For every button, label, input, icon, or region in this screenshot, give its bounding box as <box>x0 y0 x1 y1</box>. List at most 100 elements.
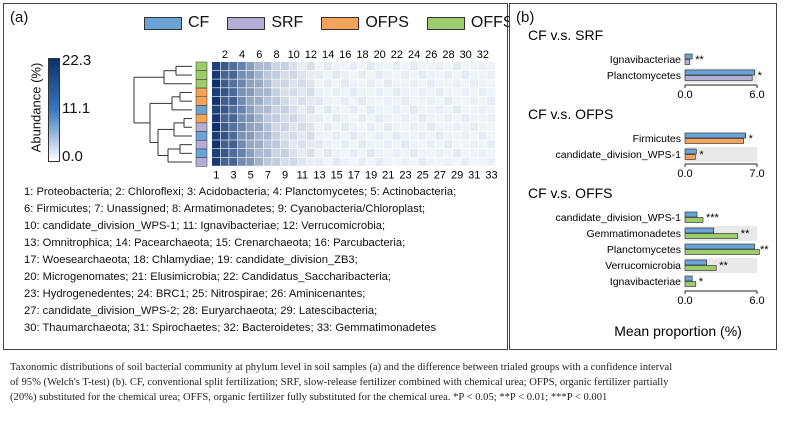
heatmap-cell <box>229 131 238 140</box>
heatmap-cell <box>366 105 375 114</box>
comparison-2: CF v.s. OFPS Firmicutes * candidate_divisio… <box>528 106 765 180</box>
heatmap-cell <box>358 70 367 79</box>
legend-label-offs: OFFS <box>470 14 514 31</box>
bar-offs <box>684 217 704 223</box>
heatmap-cell <box>427 70 435 79</box>
heatmap-cell <box>452 157 461 166</box>
bar-srf <box>684 75 753 81</box>
phyla-key-line: 23: Hydrogenedentes; 24: BRC1; 25: Nitro… <box>24 288 366 300</box>
bar-ofps <box>684 154 696 160</box>
heatmap-cell <box>332 114 341 123</box>
heatmap-cell <box>478 70 487 79</box>
heatmap-top-tick: 2 <box>222 49 228 61</box>
heatmap-cell <box>427 157 435 166</box>
heatmap-cell <box>375 140 384 149</box>
heatmap-cell <box>358 96 367 105</box>
heatmap-cell <box>306 70 315 79</box>
heatmap-cell <box>272 79 281 88</box>
heatmap-cell <box>212 62 220 71</box>
heatmap-cell <box>392 62 401 71</box>
x-tick-label: 6.0 <box>749 89 764 101</box>
heatmap-cell <box>384 131 392 140</box>
heatmap-cell <box>375 70 384 79</box>
heatmap-top-tick: 20 <box>374 49 386 61</box>
heatmap-cell <box>418 131 427 140</box>
heatmap-cell <box>375 88 384 97</box>
heatmap-cell <box>229 149 238 158</box>
heatmap-cell <box>323 114 332 123</box>
heatmap-cell <box>452 122 461 131</box>
heatmap-cell <box>427 105 435 114</box>
heatmap-cell <box>487 96 496 105</box>
heatmap-cell <box>392 70 401 79</box>
heatmap-cell <box>461 96 470 105</box>
legend-swatch-srf <box>227 16 266 30</box>
heatmap-cell <box>332 62 341 71</box>
heatmap-cell <box>384 122 392 131</box>
significance-mark: * <box>699 149 704 161</box>
heatmap-cell <box>289 96 298 105</box>
heatmap-top-tick: 24 <box>408 49 420 61</box>
heatmap-cell <box>487 131 496 140</box>
heatmap-cell <box>366 70 375 79</box>
heatmap-cell <box>358 114 367 123</box>
heatmap-cell <box>246 131 255 140</box>
comparison-1: CF v.s. SRF Ignavibacteriae ** Planctomycet… <box>528 27 765 101</box>
heatmap-cell <box>246 122 255 131</box>
heatmap-cell <box>444 96 453 105</box>
heatmap-cell <box>255 131 263 140</box>
heatmap-cell <box>366 62 375 71</box>
heatmap-cell <box>289 114 298 123</box>
heatmap-cell <box>315 70 324 79</box>
heatmap-cell <box>323 88 332 97</box>
heatmap-cell <box>435 88 444 97</box>
heatmap-cell <box>212 157 220 166</box>
heatmap-bottom-tick: 13 <box>313 169 325 181</box>
row-band <box>685 274 757 289</box>
phyla-key-line: 10: candidate_division_WPS-1; 11: Ignavi… <box>24 220 386 232</box>
bar-cf <box>684 148 697 155</box>
heatmap-cell <box>246 114 255 123</box>
heatmap-cell <box>452 62 461 71</box>
legend-swatch-ofps <box>321 16 360 30</box>
heatmap-cell <box>470 114 478 123</box>
category-label: candidate_division_WPS-1 <box>556 212 682 224</box>
heatmap-cell <box>401 140 410 149</box>
heatmap-cell <box>323 70 332 79</box>
heatmap-top-tick: 22 <box>391 49 403 61</box>
heatmap-cell <box>255 62 263 71</box>
category-label: Ignavibacteriae <box>610 54 681 66</box>
heatmap-cell <box>409 62 418 71</box>
heatmap-cell <box>263 122 272 131</box>
category-label: Gemmatimonadetes <box>586 228 681 240</box>
heatmap-cell <box>478 140 487 149</box>
heatmap-cell <box>487 79 496 88</box>
heatmap-top-tick: 14 <box>322 49 334 61</box>
heatmap-cell <box>401 114 410 123</box>
heatmap-cell <box>298 70 306 79</box>
heatmap-cell <box>289 131 298 140</box>
heatmap-cell <box>366 122 375 131</box>
group-strip-cell <box>195 79 208 89</box>
heatmap-cell <box>220 122 229 131</box>
row-band <box>685 147 757 162</box>
heatmap-cell <box>470 149 478 158</box>
phyla-key-line: 27: candidate_division_WPS-2; 28: Euryar… <box>24 305 378 317</box>
caption-line: (20%) substituted for the chemical urea;… <box>10 392 608 403</box>
heatmap-cell <box>341 88 349 97</box>
heatmap-cell <box>220 105 229 114</box>
heatmap-cell <box>435 96 444 105</box>
heatmap-cell <box>461 88 470 97</box>
heatmap-cell <box>461 157 470 166</box>
heatmap-cell <box>263 105 272 114</box>
heatmap-cell <box>461 122 470 131</box>
heatmap-cell <box>341 62 349 71</box>
heatmap-cell <box>263 149 272 158</box>
heatmap-cell <box>280 140 289 149</box>
group-strip-cell <box>195 87 208 98</box>
heatmap-cell <box>392 79 401 88</box>
heatmap-cell <box>487 140 496 149</box>
heatmap-cell <box>452 96 461 105</box>
heatmap-cell <box>384 149 392 158</box>
